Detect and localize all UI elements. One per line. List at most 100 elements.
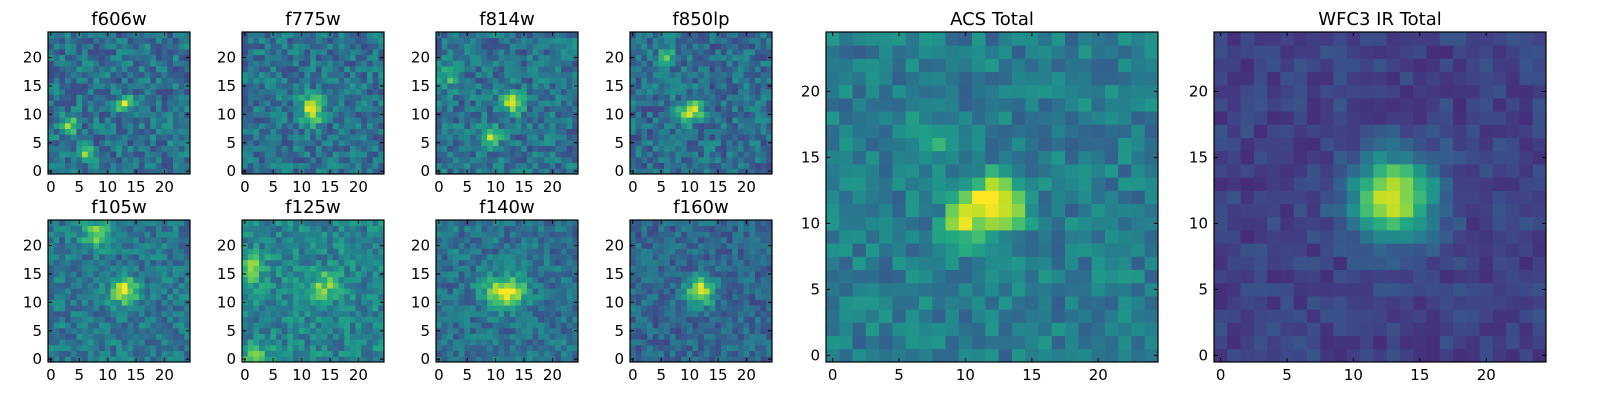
heatmap-cell (247, 88, 254, 95)
heatmap-cell (692, 88, 699, 95)
heatmap-cell (675, 111, 682, 118)
heatmap-cell (304, 322, 311, 329)
heatmap-cell (298, 259, 305, 266)
heatmap-cell (509, 225, 516, 232)
heatmap-cell (436, 88, 443, 95)
heatmap-cell (372, 168, 379, 175)
heatmap-cell (487, 305, 494, 312)
heatmap-cell (70, 259, 77, 266)
heatmap-cell (116, 310, 123, 317)
heatmap-cell (526, 254, 533, 261)
heatmap-cell (304, 111, 311, 118)
heatmap-cell (93, 305, 100, 312)
heatmap-cell (521, 299, 528, 306)
heatmap-cell (555, 100, 562, 107)
heatmap-cell (82, 220, 89, 227)
heatmap-cell (549, 265, 556, 272)
heatmap-cell (572, 344, 579, 352)
heatmap-cell (178, 168, 185, 175)
heatmap-cell (53, 128, 60, 135)
heatmap-cell (133, 162, 140, 169)
heatmap-cell (509, 168, 516, 175)
heatmap-cell (327, 94, 334, 101)
heatmap-cell (65, 242, 72, 249)
heatmap-cell (543, 134, 550, 141)
heatmap-cell (259, 276, 266, 283)
heatmap-cell (526, 322, 533, 329)
heatmap-cell (366, 117, 374, 124)
heatmap-cell (242, 310, 249, 317)
heatmap-cell (310, 156, 317, 164)
heatmap-cell (498, 265, 505, 272)
heatmap-cell (65, 350, 72, 357)
heatmap-cell (366, 333, 374, 340)
heatmap-cell (509, 293, 516, 300)
heatmap-cell (315, 122, 322, 129)
heatmap-cell (635, 111, 642, 118)
y-tick-label: 20 (605, 49, 624, 67)
heatmap-cell (732, 43, 739, 50)
heatmap-cell (327, 237, 334, 244)
heatmap-cell (566, 305, 573, 312)
heatmap-cell (172, 168, 180, 175)
heatmap-cell (532, 265, 539, 272)
heatmap-cell (447, 322, 454, 329)
heatmap-cell (349, 162, 356, 169)
heatmap-cell (436, 122, 443, 129)
heatmap-cell (281, 310, 288, 317)
heatmap-cell (447, 350, 454, 357)
heatmap-cell (293, 322, 300, 329)
heatmap-cell (458, 100, 465, 107)
heatmap-cell (287, 49, 294, 56)
heatmap-cell (509, 77, 516, 84)
heatmap-cell (566, 350, 573, 357)
heatmap-cell (259, 168, 266, 175)
heatmap-cell (259, 310, 266, 317)
heatmap-cell (253, 111, 260, 118)
heatmap-cell (686, 122, 693, 129)
heatmap-cell (732, 71, 739, 78)
heatmap-cell (509, 94, 516, 101)
heatmap-cell (652, 122, 659, 129)
heatmap-cell (543, 259, 550, 266)
heatmap-cell (698, 310, 705, 317)
heatmap-cell (259, 305, 266, 312)
heatmap-cell (167, 100, 174, 107)
heatmap-cell (709, 356, 716, 363)
heatmap-cell (647, 37, 654, 44)
heatmap-cell (310, 254, 317, 261)
heatmap-cell (378, 94, 385, 101)
heatmap-cell (366, 43, 374, 50)
heatmap-cell (572, 305, 579, 312)
heatmap-cell (99, 60, 106, 67)
heatmap-cell (515, 168, 522, 175)
heatmap-cell (338, 265, 345, 272)
heatmap-cell (127, 299, 134, 306)
heatmap-cell (509, 151, 516, 158)
heatmap-cell (372, 254, 379, 261)
heatmap-cell (703, 145, 710, 152)
heatmap-cell (110, 139, 117, 146)
heatmap-cell (509, 259, 516, 266)
heatmap-cell (327, 49, 334, 56)
heatmap-cell (270, 299, 277, 306)
heatmap-cell (555, 356, 562, 363)
heatmap-cell (720, 139, 727, 146)
heatmap-cell (521, 128, 528, 135)
heatmap-cell (87, 105, 94, 112)
heatmap-cell (349, 344, 356, 352)
heatmap-cell (543, 299, 550, 306)
heatmap-cell (464, 151, 471, 158)
heatmap-cell (504, 100, 511, 107)
heatmap-cell (127, 271, 134, 278)
heatmap-cell (475, 88, 482, 95)
heatmap-cell (492, 344, 499, 352)
heatmap-cell (150, 71, 157, 78)
heatmap-cell (344, 327, 351, 334)
heatmap-cell (538, 60, 545, 67)
heatmap-cell (441, 162, 448, 169)
heatmap-cell (709, 344, 716, 352)
heatmap-cell (538, 77, 545, 84)
heatmap-cell (543, 32, 550, 39)
